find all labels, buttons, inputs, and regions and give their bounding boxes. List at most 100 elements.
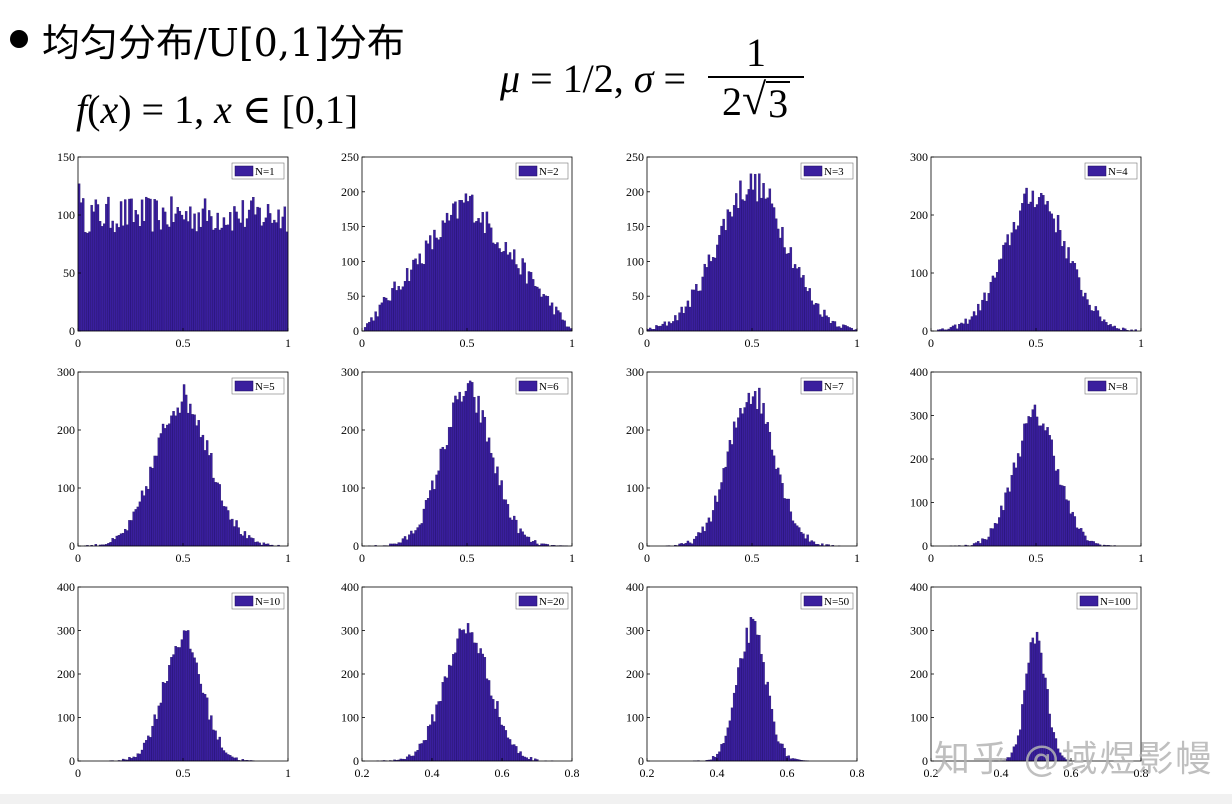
histogram-bar [1012,462,1016,547]
histogram-bar [494,708,497,762]
histogram-bar [500,480,503,547]
histogram-bar [1058,230,1062,332]
histogram-bar [810,540,814,547]
bullet-text: 均匀分布/U[0,1]分布 [42,20,405,65]
histogram-bar [760,197,763,332]
histogram-bar [397,542,400,547]
histogram-bar [159,433,163,547]
histogram-bar [111,538,114,547]
histogram-bar [1035,204,1039,332]
histogram-bar [399,542,403,547]
histogram-bar [458,200,461,332]
x-tick-label: 0.2 [640,766,655,780]
histogram-bar [529,541,533,547]
histogram-bar [113,539,116,547]
histogram-bar [166,681,169,762]
histogram-bars [109,630,255,762]
histogram-bar [953,324,957,332]
histogram-bar [256,541,259,547]
histogram-bar [1044,204,1047,332]
histogram-bar [245,538,249,547]
histogram-bar [454,201,457,332]
histogram-bar [418,253,421,332]
histogram-bar [559,312,562,332]
histogram-bar [690,289,694,332]
x-tick-label: 0.5 [460,551,475,565]
histogram-bar [1071,511,1074,547]
histogram-bar [1109,324,1112,332]
y-tick-label: 100 [910,711,928,725]
legend-label: N=10 [255,596,281,608]
legend-swatch [1087,380,1107,392]
histogram-bar [222,750,226,762]
histogram-bar [667,321,671,332]
histogram-bar [471,382,474,547]
histogram-bar [277,209,280,332]
histogram-bar [178,412,182,547]
histogram-bar [688,306,692,332]
histogram-bars [665,387,841,547]
histogram-bar [477,218,480,332]
histogram-bar [466,623,470,762]
histogram-bar [787,498,790,547]
histogram-bar [82,198,85,332]
histogram-bar [439,448,442,547]
histogram-bar [1029,417,1032,547]
histogram-bar [989,528,993,547]
histogram-bar [567,326,571,332]
histogram-bar [1069,263,1072,332]
histogram-bar [163,428,167,547]
histogram-bar [235,520,238,547]
histogram-bar [1086,540,1089,547]
histogram-bar [964,318,967,332]
histogram-bar [1002,244,1005,332]
histogram-bar [437,470,440,547]
histogram-bar [157,220,161,332]
histogram-bar [458,628,461,762]
histogram-bar [178,647,182,762]
histogram-bar [464,633,468,762]
histogram-6: 0 100 200 300 0 0.5 1 N=6 [341,365,575,565]
histogram-bar [695,536,698,547]
histogram-bar [405,268,409,332]
histogram-bar [983,539,986,547]
histogram-bar [1021,440,1024,547]
legend-label: N=7 [824,381,844,393]
histogram-bar [987,293,990,332]
legend-swatch [518,165,538,177]
histogram-bar [525,283,529,332]
histogram-bar [672,321,675,332]
histogram-bar [184,394,188,547]
histogram-bar [1040,425,1043,547]
histogram-bar [433,229,436,332]
histogram-bar [972,311,976,332]
histogram-bar [494,473,497,547]
histogram-bar [800,532,803,547]
histogram-bar [233,526,236,547]
histogram-bar [397,286,400,332]
histogram-bar [473,642,476,762]
histogram-bar [431,714,434,762]
histogram-bar [134,210,137,332]
histogram-bar [235,211,238,332]
histogram-bar [130,758,133,762]
histogram-bar [445,445,449,547]
histogram-bar [787,253,790,332]
histogram-bar [90,204,93,332]
legend: N=4 [1084,162,1138,180]
histogram-bar [471,194,474,332]
histogram-bar [995,523,999,547]
histogram-bar [429,724,432,762]
histogram-bar [705,267,709,332]
histogram-bar [1048,435,1051,547]
histogram-bar [561,319,564,332]
histogram-bar [168,226,171,332]
histogram-bar [435,237,438,332]
x-tick-label: 0 [75,766,81,780]
y-tick-label: 300 [910,150,928,164]
histogram-bar [447,427,451,547]
histogram-bar [523,756,526,762]
histogram-bar [126,224,129,332]
histogram-bar [1021,203,1024,332]
histogram-bar [433,489,436,547]
